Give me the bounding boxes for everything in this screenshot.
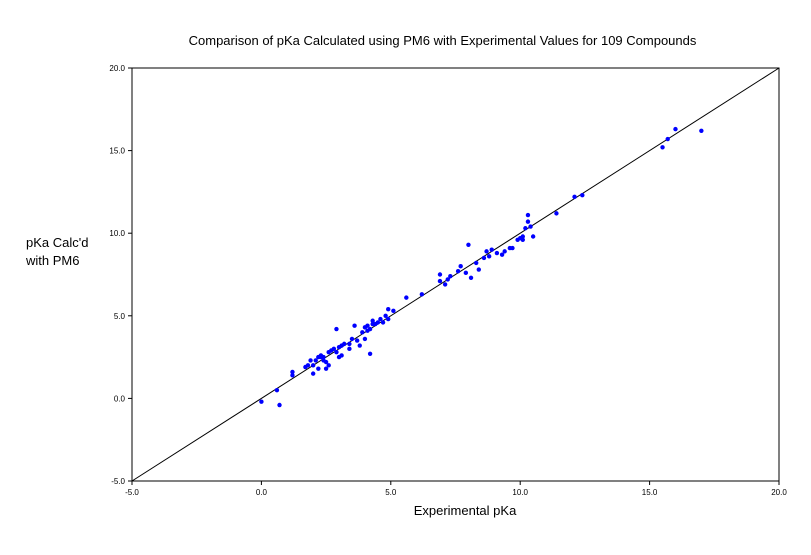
data-point <box>494 250 500 256</box>
data-point <box>386 306 391 312</box>
data-point <box>499 252 505 257</box>
data-point <box>290 373 295 378</box>
data-point <box>349 336 355 342</box>
data-point <box>360 330 365 335</box>
data-point <box>334 349 339 355</box>
data-point <box>580 193 585 198</box>
y-axis-ticks: -5.0 0.0 5.0 10.0 15.0 20.0 <box>109 64 132 486</box>
data-point <box>525 219 531 224</box>
data-point <box>502 249 507 254</box>
data-point <box>316 366 321 371</box>
data-point <box>342 341 347 347</box>
y-axis-label: pKa Calc'd with PM6 <box>26 234 126 270</box>
data-point <box>476 267 481 272</box>
x-tick-label: 0.0 <box>256 488 268 497</box>
data-point <box>520 234 525 239</box>
data-point <box>673 126 678 132</box>
data-point <box>321 354 326 360</box>
data-point <box>463 270 469 276</box>
data-point <box>357 343 362 348</box>
data-points <box>259 126 704 408</box>
y-axis-label-line-1: pKa Calc'd <box>26 235 89 250</box>
data-point <box>274 387 280 393</box>
data-point <box>660 145 665 150</box>
data-point <box>347 346 352 352</box>
x-tick-label: 10.0 <box>512 488 528 497</box>
data-point <box>699 128 704 133</box>
data-point <box>391 308 396 314</box>
y-tick-label: 15.0 <box>109 147 125 156</box>
data-point <box>554 211 559 216</box>
x-tick-label: -5.0 <box>125 488 139 497</box>
data-point <box>455 268 461 274</box>
data-point <box>331 346 337 352</box>
data-point <box>445 277 450 282</box>
data-point <box>419 292 425 297</box>
data-point <box>259 399 264 404</box>
x-tick-label: 15.0 <box>642 488 658 497</box>
y-axis-label-line-2: with PM6 <box>26 253 80 268</box>
data-point <box>362 336 368 342</box>
y-tick-label: 20.0 <box>109 64 125 73</box>
x-tick-label: 20.0 <box>771 488 787 497</box>
data-point <box>528 224 533 229</box>
data-point <box>380 320 386 325</box>
y-tick-label: 10.0 <box>109 229 125 238</box>
y-tick-label: -5.0 <box>111 477 125 486</box>
data-point <box>370 318 375 323</box>
data-point <box>305 363 311 368</box>
data-point <box>339 353 344 358</box>
data-point <box>313 358 318 363</box>
data-point <box>466 242 471 247</box>
data-point <box>481 255 487 261</box>
data-point <box>404 295 409 300</box>
data-point <box>468 275 474 281</box>
data-point <box>310 363 316 368</box>
data-point <box>365 323 370 328</box>
data-point <box>458 264 463 269</box>
identity-reference-line <box>131 67 780 482</box>
data-point <box>523 226 528 231</box>
data-point <box>347 341 352 347</box>
data-point <box>277 402 282 408</box>
data-point <box>367 326 373 332</box>
data-point <box>442 282 448 287</box>
data-point <box>354 338 360 343</box>
data-point <box>665 136 670 142</box>
x-axis-label: Experimental pKa <box>413 503 517 518</box>
data-point <box>474 260 479 266</box>
y-tick-label: 5.0 <box>114 312 126 321</box>
x-tick-label: 5.0 <box>385 488 397 497</box>
data-point <box>290 369 295 375</box>
data-point <box>530 234 536 239</box>
data-point <box>520 237 525 243</box>
data-point <box>437 272 443 277</box>
data-point <box>525 212 531 218</box>
data-point <box>486 254 492 259</box>
y-tick-label: 0.0 <box>114 394 126 403</box>
data-point <box>352 323 357 328</box>
data-point <box>484 249 489 254</box>
data-point <box>489 247 494 252</box>
data-point <box>308 358 313 363</box>
x-axis-ticks: -5.0 0.0 5.0 10.0 15.0 20.0 <box>125 481 787 497</box>
data-point <box>326 363 331 368</box>
data-point <box>383 313 388 318</box>
data-point <box>323 366 329 371</box>
data-point <box>378 316 383 322</box>
data-point <box>572 194 577 200</box>
data-point <box>375 320 381 325</box>
data-point <box>510 245 515 251</box>
data-point <box>437 278 443 284</box>
chart-title: Comparison of pKa Calculated using PM6 w… <box>188 33 697 48</box>
data-point <box>386 316 391 322</box>
data-point <box>448 273 453 279</box>
data-point <box>334 326 339 332</box>
data-point <box>310 371 316 376</box>
data-point <box>367 351 373 356</box>
data-point <box>323 359 329 365</box>
